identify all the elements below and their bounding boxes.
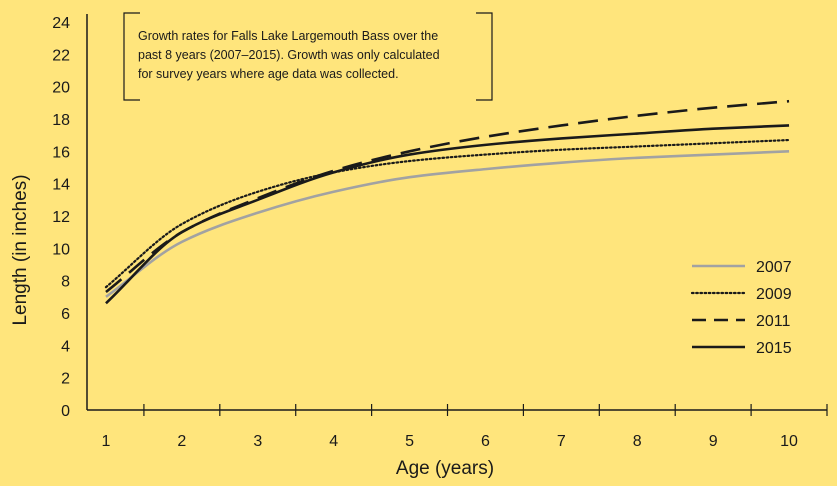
series-line-2015 (105, 124, 790, 305)
annotation-box: Growth rates for Falls Lake Largemouth B… (123, 12, 493, 101)
y-tick-label: 20 (52, 80, 70, 97)
x-axis-title: Age (years) (396, 458, 494, 479)
y-axis-title: Length (in inches) (10, 174, 31, 325)
y-tick-label: 0 (61, 403, 70, 420)
y-tick-label: 10 (52, 241, 70, 258)
legend: 2007 2009 2011 2015 (690, 259, 792, 357)
y-tick-label: 12 (52, 209, 70, 226)
legend-label-2007: 2007 (756, 259, 792, 276)
annotation-line: past 8 years (2007–2015). Growth was onl… (138, 48, 440, 62)
y-tick-label: 8 (61, 274, 70, 291)
annotation-bracket-left (123, 12, 140, 101)
x-tick-label: 10 (780, 433, 798, 450)
annotation-line: Growth rates for Falls Lake Largemouth B… (138, 29, 438, 43)
series-line-2009 (104, 138, 791, 289)
y-tick-label: 14 (52, 177, 70, 194)
y-tick-label: 16 (52, 144, 70, 161)
y-tick-label: 22 (52, 47, 70, 64)
x-tick-label: 5 (405, 433, 414, 450)
series-line-2007 (105, 150, 790, 298)
y-tick-label: 24 (52, 15, 70, 32)
x-tick-label: 6 (481, 433, 490, 450)
legend-label-2015: 2015 (756, 340, 792, 357)
annotation-bracket-right (476, 12, 493, 101)
x-tick-label: 8 (633, 433, 642, 450)
y-tick-label: 6 (61, 306, 70, 323)
x-tick-label: 4 (329, 433, 338, 450)
y-tick-label: 4 (61, 338, 70, 355)
annotation-line: for survey years where age data was coll… (138, 67, 399, 81)
axes (86, 14, 827, 411)
x-tick-label: 1 (102, 433, 111, 450)
x-tick-label: 7 (557, 433, 566, 450)
x-tick-label: 2 (177, 433, 186, 450)
y-tick-label: 2 (61, 371, 70, 388)
legend-label-2009: 2009 (756, 286, 792, 303)
x-tick-label: 3 (253, 433, 262, 450)
x-tick-label: 9 (709, 433, 718, 450)
y-tick-label: 18 (52, 112, 70, 129)
series-lines (104, 99, 791, 305)
legend-label-2011: 2011 (756, 313, 791, 330)
